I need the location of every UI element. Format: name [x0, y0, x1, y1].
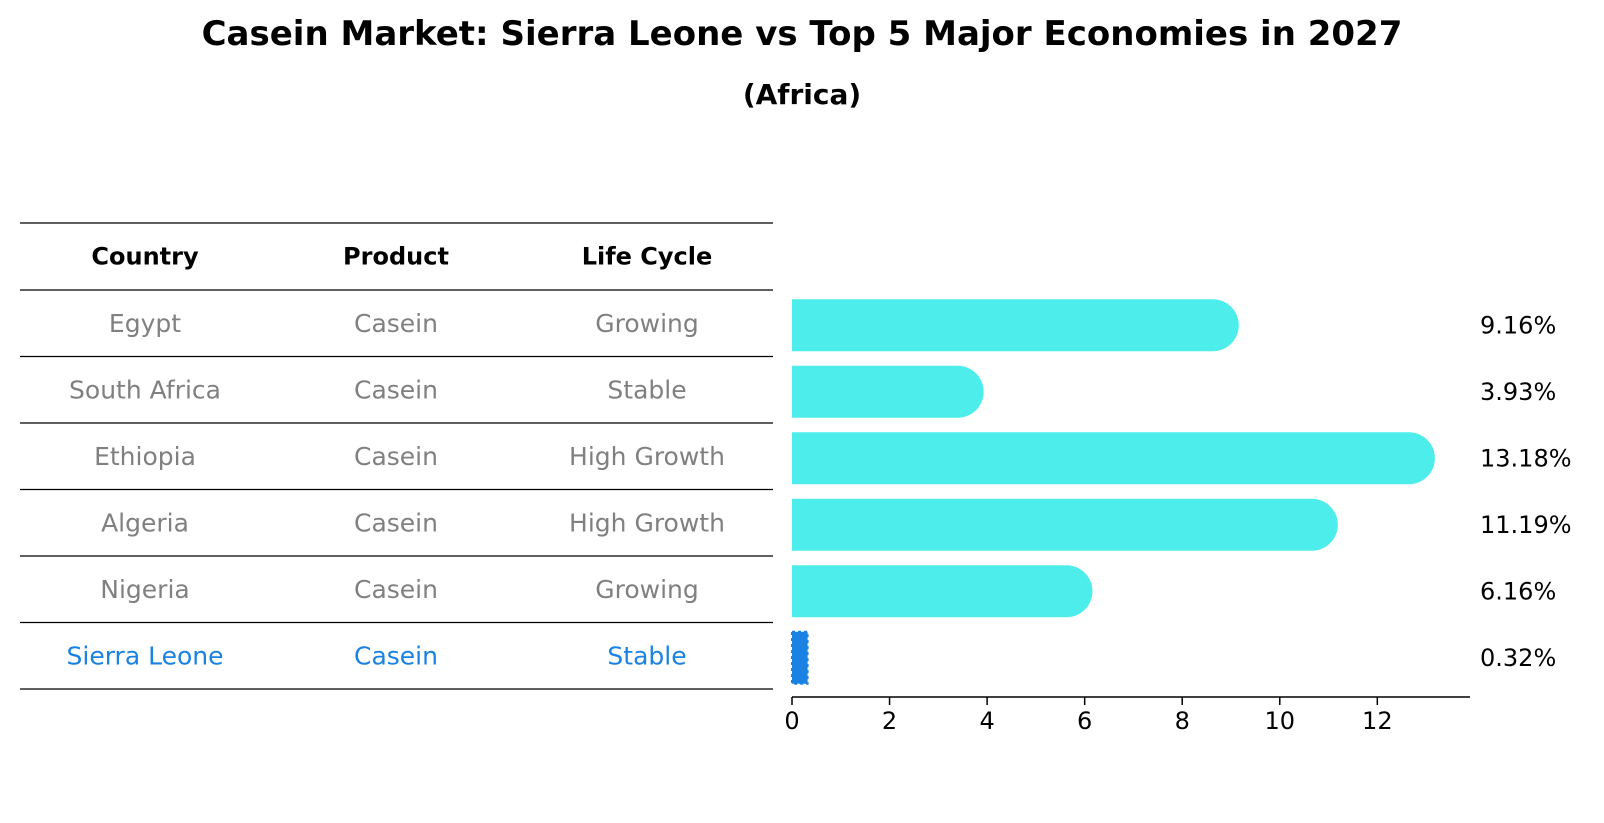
table-cell: South Africa: [69, 375, 221, 404]
bar-ethiopia: [792, 432, 1435, 485]
bar-value-label: 13.18%: [1480, 444, 1572, 472]
table-cell: Ethiopia: [94, 442, 196, 471]
table-cell: Stable: [607, 375, 686, 404]
bar-nigeria: [792, 565, 1093, 618]
table-cell: Casein: [354, 375, 438, 404]
table-cell: Casein: [354, 309, 438, 338]
x-tick-label: 10: [1264, 707, 1295, 735]
table-cell: Stable: [607, 641, 686, 670]
bar-sierra-leone: [791, 630, 809, 685]
x-tick-label: 0: [784, 707, 799, 735]
bar-value-label: 9.16%: [1480, 311, 1556, 339]
table-cell: Casein: [354, 442, 438, 471]
bar-egypt: [792, 299, 1239, 352]
table-cell: High Growth: [569, 508, 725, 537]
chart-title: Casein Market: Sierra Leone vs Top 5 Maj…: [201, 14, 1403, 54]
bar-value-label: 3.93%: [1480, 378, 1556, 406]
x-tick-label: 12: [1362, 707, 1393, 735]
bar-chart: 9.16% 3.93% 13.18% 11.19% 6.16% 0.32% 0 2 4 6 8 10 1…: [784, 299, 1572, 735]
table-cell: Algeria: [101, 508, 189, 537]
chart-subtitle: (Africa): [742, 78, 862, 111]
table-cell: Nigeria: [100, 575, 189, 604]
table-cell: Growing: [595, 575, 699, 604]
x-tick-label: 6: [1077, 707, 1092, 735]
table-header-cell: Product: [343, 243, 449, 271]
table-cell: Casein: [354, 575, 438, 604]
bar-value-label: 6.16%: [1480, 577, 1556, 605]
bar-value-label: 11.19%: [1480, 511, 1572, 539]
table-cell: Sierra Leone: [67, 641, 224, 670]
table-cell: Egypt: [109, 309, 181, 338]
table-cell: Growing: [595, 309, 699, 338]
x-tick-label: 2: [882, 707, 897, 735]
bar-south-africa: [792, 365, 984, 418]
table-header-cell: Country: [91, 243, 199, 271]
table-cell: Casein: [354, 641, 438, 670]
table-cell: Casein: [354, 508, 438, 537]
table-cell: High Growth: [569, 442, 725, 471]
x-tick-label: 4: [979, 707, 994, 735]
x-tick-label: 8: [1175, 707, 1190, 735]
bar-algeria: [792, 498, 1338, 551]
bar-value-label: 0.32%: [1480, 644, 1556, 672]
data-table: Country Product Life Cycle Egypt Casein Growi…: [20, 222, 773, 690]
table-header-cell: Life Cycle: [582, 243, 713, 271]
